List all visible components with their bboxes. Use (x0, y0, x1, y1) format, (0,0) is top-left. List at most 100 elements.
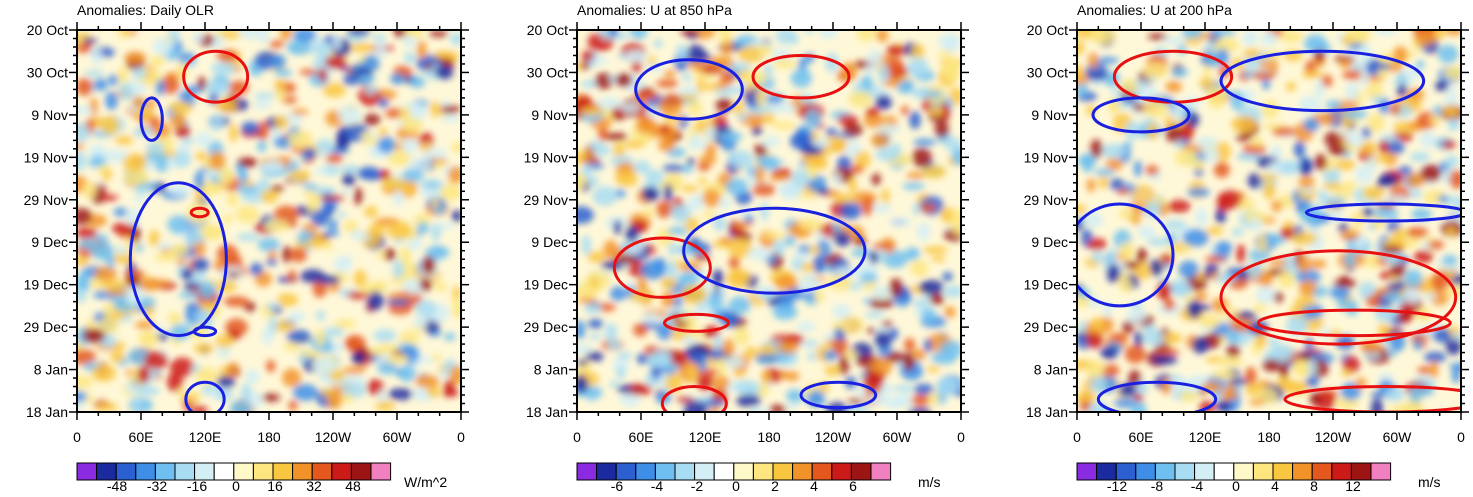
contour-blue (1219, 49, 1426, 113)
heatmap-cell (1389, 262, 1406, 279)
heatmap-cell (77, 105, 93, 115)
heatmap-cell (100, 115, 120, 135)
heatmap-cell (691, 132, 701, 151)
heatmap-cell (868, 297, 894, 310)
heatmap-cell (1393, 46, 1408, 64)
y-tick-label: 30 Oct (27, 64, 68, 80)
heatmap-cell (272, 321, 295, 332)
colorbar-swatch (76, 462, 98, 481)
heatmap-cell (1133, 160, 1142, 178)
heatmap-cell (698, 177, 707, 185)
heatmap-cell (402, 168, 424, 183)
heatmap-cell (628, 383, 652, 396)
heatmap-cell (77, 390, 87, 403)
heatmap-cell (667, 226, 689, 236)
heatmap-cell (640, 260, 666, 280)
heatmap-cell (763, 63, 773, 78)
heatmap-cell (768, 174, 793, 182)
heatmap-cell (1095, 56, 1119, 64)
heatmap-cell (268, 249, 277, 260)
colorbar (76, 462, 392, 481)
heatmap-cell (819, 30, 838, 40)
heatmap-cell (1237, 197, 1256, 212)
heatmap-cell (1162, 332, 1183, 344)
y-tick-label: 20 Oct (527, 22, 568, 38)
heatmap-cell (373, 329, 397, 342)
heatmap-cell (942, 271, 953, 282)
heatmap-cell (1420, 164, 1442, 182)
heatmap-cell (580, 106, 604, 116)
heatmap-cell (191, 405, 208, 412)
heatmap-cell (1230, 115, 1257, 133)
heatmap-cell (717, 131, 743, 142)
x-tick-label: 120E (1189, 429, 1222, 445)
heatmap-cell (1083, 211, 1103, 228)
heatmap-cell (1077, 40, 1085, 56)
heatmap-cell (399, 330, 420, 346)
heatmap-cell (788, 32, 799, 45)
heatmap-cell (1124, 344, 1146, 364)
heatmap-cell (657, 138, 676, 152)
heatmap-cell (919, 203, 937, 213)
heatmap-cell (713, 335, 723, 350)
y-tick-label: 9 Dec (1031, 234, 1068, 250)
heatmap-cell (771, 121, 796, 130)
heatmap-cell (117, 65, 129, 85)
heatmap-cell (584, 303, 602, 314)
heatmap-cell (1424, 291, 1437, 301)
x-tick-label: 120E (189, 429, 222, 445)
heatmap-cell (322, 327, 345, 337)
heatmap-cell (641, 208, 656, 218)
heatmap-cell (1435, 80, 1449, 92)
heatmap-cell (156, 242, 174, 250)
heatmap-cell (77, 257, 90, 267)
heatmap-cell (1136, 247, 1148, 264)
y-tick-label: 18 Jan (26, 404, 68, 420)
heatmap-cell (381, 177, 406, 191)
colorbar-units: m/s (918, 474, 941, 490)
heatmap-cell (1199, 314, 1221, 329)
heatmap-cell (84, 393, 94, 404)
heatmap-cell (1446, 225, 1456, 237)
heatmap-cell (1165, 80, 1183, 93)
heatmap-cell (367, 290, 384, 310)
heatmap-cell (867, 393, 889, 406)
heatmap-cell (592, 186, 618, 206)
heatmap-cell (1108, 248, 1118, 257)
heatmap-blobs (577, 30, 961, 412)
heatmap-cell (1198, 33, 1214, 40)
x-tick-label: 0 (1457, 429, 1465, 445)
heatmap-cell (875, 94, 892, 110)
heatmap-cell (727, 238, 753, 258)
heatmap-cell (768, 404, 787, 412)
heatmap-cell (667, 242, 679, 256)
heatmap-cell (1441, 254, 1458, 265)
heatmap-cell (216, 375, 235, 389)
heatmap-cell (195, 366, 218, 386)
heatmap-cell (1244, 153, 1256, 162)
heatmap-cell (414, 374, 440, 389)
heatmap-cell (333, 341, 344, 353)
heatmap-cell (839, 202, 862, 220)
heatmap-cell (77, 349, 96, 365)
heatmap-cell (1359, 69, 1369, 87)
heatmap-cell (175, 125, 191, 139)
x-tick-label: 0 (573, 429, 581, 445)
y-tick-label: 30 Oct (527, 64, 568, 80)
heatmap-cell (410, 101, 427, 120)
heatmap-cell (832, 171, 841, 187)
heatmap-cell (1396, 83, 1408, 98)
heatmap-cell (699, 154, 717, 165)
x-tick-label: 120W (315, 429, 352, 445)
heatmap-cell (319, 194, 346, 202)
heatmap-cell (117, 30, 132, 39)
heatmap-cell (378, 127, 388, 137)
panel-title: Anomalies: Daily OLR (77, 2, 214, 18)
y-tick-label: 18 Jan (526, 404, 568, 420)
colorbar-tick-label: 4 (1271, 478, 1279, 494)
heatmap-cell (1174, 281, 1192, 298)
heatmap-cell (335, 134, 349, 152)
heatmap-cell (870, 286, 893, 300)
heatmap-cell (929, 105, 944, 116)
x-tick-label: 60E (129, 429, 154, 445)
